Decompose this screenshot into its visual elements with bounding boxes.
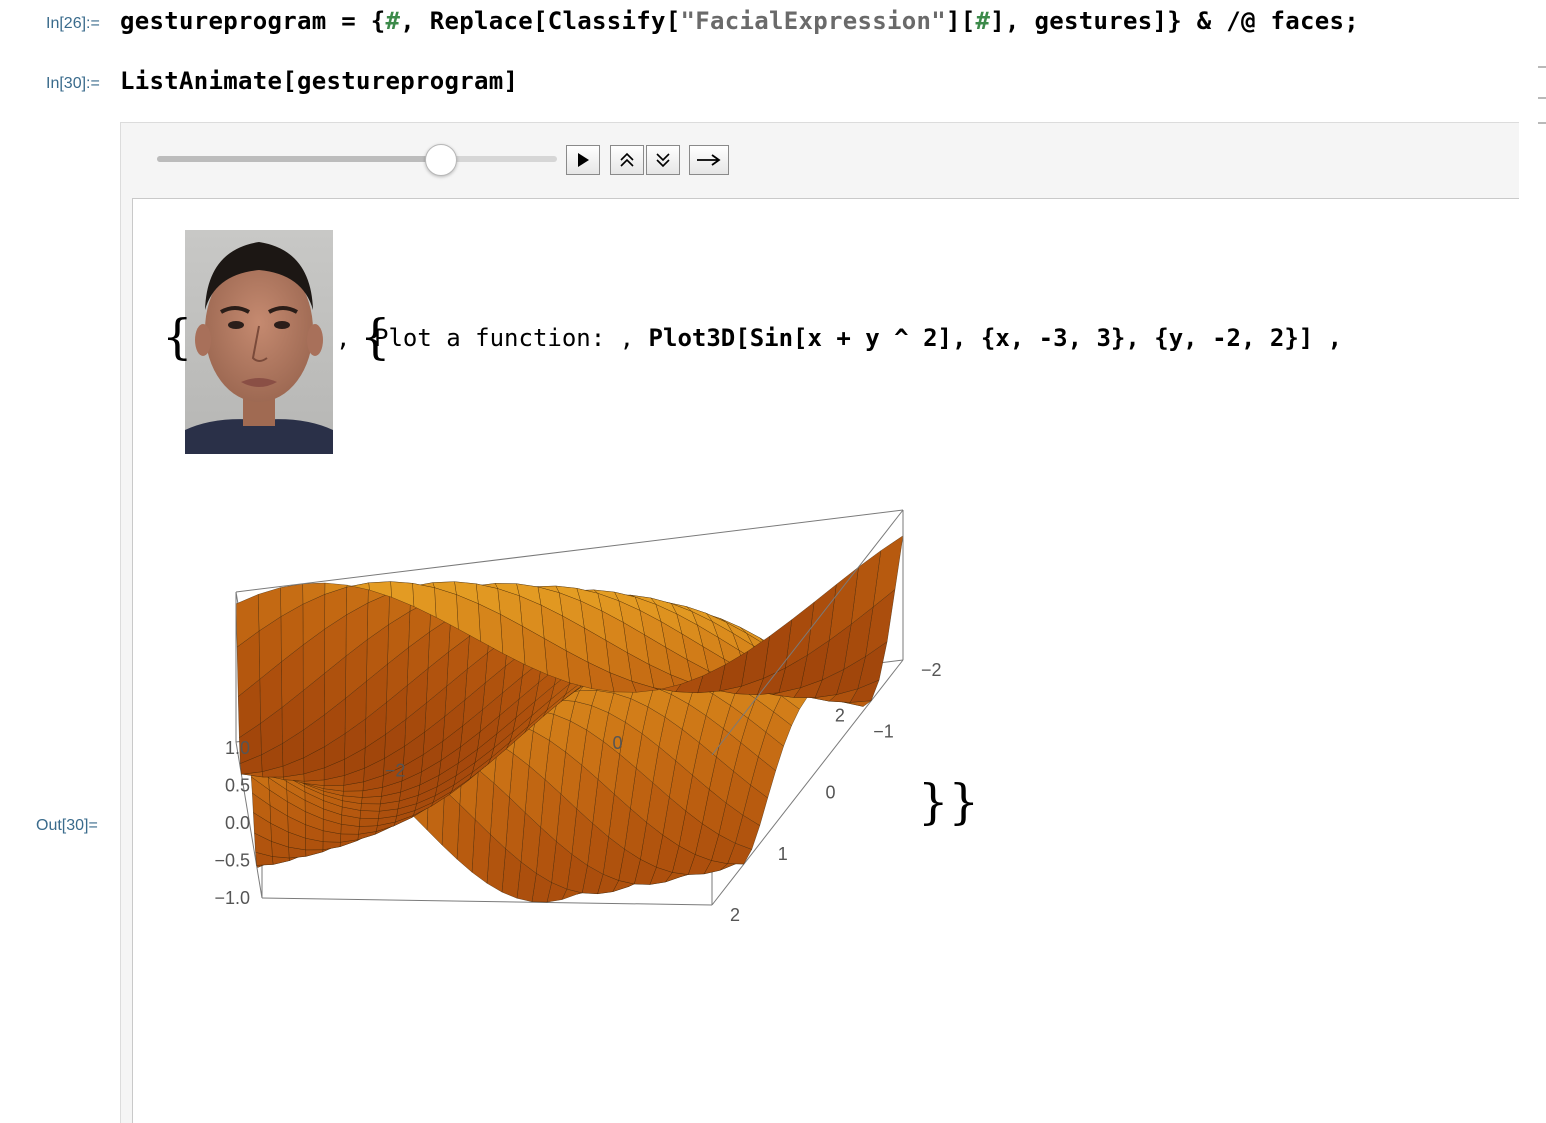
- slower-button[interactable]: [646, 145, 680, 175]
- in30-label: In[30]:=: [46, 75, 100, 92]
- slot-symbol: #: [975, 7, 991, 35]
- inner-open-brace: {: [360, 309, 391, 365]
- cell-bracket-mark[interactable]: [1538, 97, 1546, 99]
- direction-button[interactable]: [689, 145, 729, 175]
- play-button[interactable]: [566, 145, 600, 175]
- faster-icon: [620, 152, 634, 167]
- slot-symbol: #: [385, 7, 401, 35]
- faster-button[interactable]: [610, 145, 644, 175]
- cell-bracket-mark[interactable]: [1538, 66, 1546, 68]
- outer-open-brace: {: [162, 309, 193, 365]
- code-part: ], gestures]} & /@ faces;: [990, 7, 1359, 35]
- list-comma: ,: [336, 324, 351, 352]
- animation-slider-track[interactable]: [157, 156, 557, 162]
- slower-icon: [656, 153, 670, 168]
- code-part: gestureprogram = {: [120, 7, 386, 35]
- animation-slider-fill: [157, 156, 441, 162]
- in26-code[interactable]: gestureprogram = {#, Replace[Classify["F…: [120, 7, 1359, 35]
- output-text: Plot a function: , Plot3D[Sin[x + y ^ 2]…: [374, 324, 1342, 352]
- out30-label: Out[30]=: [36, 817, 98, 834]
- code-part: ][: [946, 7, 976, 35]
- face-image: [185, 230, 333, 454]
- in30-code[interactable]: ListAnimate[gestureprogram]: [120, 67, 519, 95]
- animation-slider-thumb[interactable]: [425, 144, 457, 176]
- plain-text-part: Plot a function: ,: [374, 324, 635, 352]
- in26-label: In[26]:=: [46, 15, 100, 32]
- play-icon: [578, 153, 589, 167]
- closing-braces: }}: [918, 774, 980, 830]
- code-part: , Replace[Classify[: [400, 7, 681, 35]
- plot-code-part: Plot3D[Sin[x + y ^ 2], {x, -3, 3}, {y, -…: [648, 324, 1343, 352]
- direction-icon: [697, 154, 721, 166]
- string-literal: "FacialExpression": [680, 7, 946, 35]
- cell-bracket-mark[interactable]: [1538, 122, 1546, 124]
